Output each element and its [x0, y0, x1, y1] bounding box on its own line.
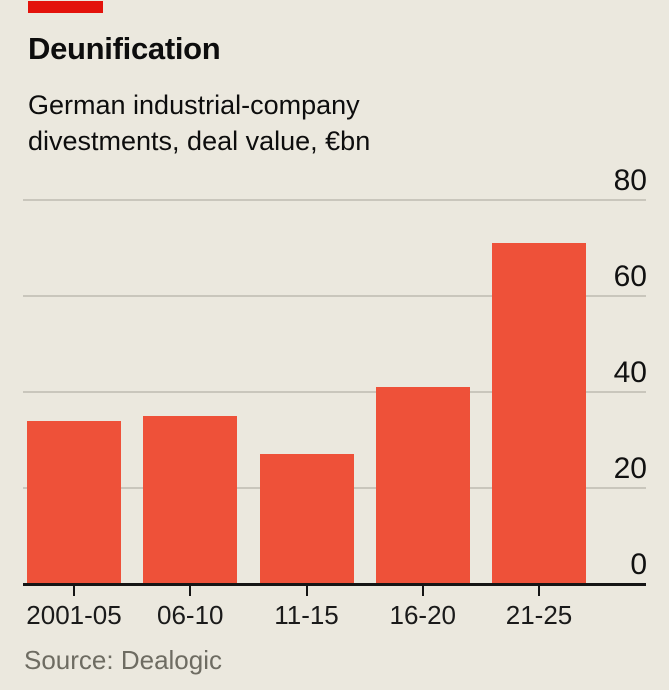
- y-axis-tick-label: 0: [630, 548, 647, 581]
- y-axis-tick-label: 40: [613, 356, 647, 389]
- x-axis-tick: [305, 585, 308, 596]
- gridline-80: [23, 199, 646, 201]
- x-axis-tick: [538, 585, 540, 596]
- gridline-40: [23, 391, 646, 393]
- x-axis-tick-label: 2001-05: [26, 600, 122, 630]
- chart-subtitle: German industrial-company divestments, d…: [28, 87, 370, 159]
- bar-06-10: [143, 416, 238, 584]
- y-axis-tick-label: 60: [613, 260, 647, 293]
- source-note: Source: Dealogic: [24, 645, 222, 675]
- chart-subtitle-line2: divestments, deal value, €bn: [28, 126, 371, 156]
- bar-11-15: [259, 454, 354, 584]
- x-axis-tick-label: 11-15: [274, 600, 339, 630]
- x-axis-tick: [73, 585, 75, 596]
- chart-subtitle-line1: German industrial-company: [28, 90, 360, 120]
- x-axis-tick: [189, 585, 192, 596]
- chart-title: Deunification: [28, 31, 221, 66]
- x-axis-line: [23, 582, 646, 586]
- bar-2001-05: [27, 420, 121, 584]
- x-axis-tick-label: 16-20: [389, 600, 457, 630]
- y-axis-tick-label: 80: [613, 164, 647, 197]
- bar-21-25: [492, 243, 586, 584]
- gridline-60: [23, 295, 646, 297]
- y-axis-tick-label: 20: [613, 452, 647, 485]
- brand-tag: [28, 1, 103, 13]
- bar-16-20: [375, 387, 470, 584]
- x-axis-tick-label: 06-10: [157, 600, 224, 630]
- x-axis-tick-label: 21-25: [505, 600, 573, 630]
- x-axis-tick: [421, 585, 424, 596]
